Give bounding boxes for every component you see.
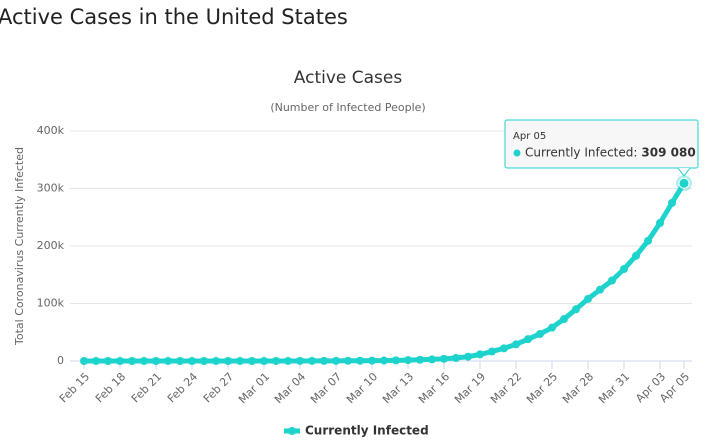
data-point xyxy=(380,356,388,365)
data-point xyxy=(572,305,580,314)
data-point xyxy=(560,315,568,324)
data-point xyxy=(476,350,484,359)
legend-symbol xyxy=(288,427,296,435)
x-tick-label: Feb 21 xyxy=(129,370,164,405)
data-point xyxy=(116,356,124,365)
y-tick-label: 200k xyxy=(37,239,65,252)
tooltip-value: 309 080 xyxy=(641,146,695,160)
x-tick-label: Mar 10 xyxy=(344,370,380,406)
x-tick-label: Mar 28 xyxy=(560,370,596,406)
y-tick-label: 400k xyxy=(37,124,65,137)
y-tick-label: 100k xyxy=(37,297,65,310)
legend-label: Currently Infected xyxy=(305,424,429,438)
data-point xyxy=(488,347,496,356)
data-point xyxy=(536,329,544,338)
data-point xyxy=(248,356,256,365)
data-point xyxy=(272,356,280,365)
x-tick-label: Mar 31 xyxy=(596,370,632,406)
x-tick-label: Feb 27 xyxy=(201,370,236,405)
data-point xyxy=(548,323,556,332)
tooltip-symbol xyxy=(513,149,521,157)
y-tick-label: 300k xyxy=(37,182,65,195)
data-point xyxy=(392,356,400,365)
data-point xyxy=(296,356,304,365)
tooltip-pointer xyxy=(677,167,691,177)
data-point xyxy=(608,276,616,285)
y-tick-label: 0 xyxy=(57,354,64,367)
data-point xyxy=(308,356,316,365)
series-line xyxy=(84,181,687,364)
y-axis-label: Total Coronavirus Currently Infected xyxy=(13,147,26,346)
data-point xyxy=(152,356,160,365)
x-tick-label: Mar 04 xyxy=(272,370,308,406)
data-point xyxy=(344,356,352,365)
x-tick-label: Feb 15 xyxy=(57,370,92,405)
x-tick-label: Feb 18 xyxy=(93,370,128,405)
data-point xyxy=(368,356,376,365)
data-point xyxy=(404,356,412,365)
x-tick-label: Mar 16 xyxy=(416,370,452,406)
data-point xyxy=(512,340,520,349)
data-point xyxy=(284,356,292,365)
tooltip-date: Apr 05 xyxy=(513,131,546,142)
data-point xyxy=(452,354,460,363)
chart-subtitle: (Number of Infected People) xyxy=(270,101,425,114)
data-point xyxy=(164,356,172,365)
data-point xyxy=(356,356,364,365)
page-title: Active Cases in the United States xyxy=(0,5,348,29)
data-point xyxy=(332,356,340,365)
x-tick-label: Feb 24 xyxy=(165,370,200,405)
data-point xyxy=(596,285,604,294)
data-point xyxy=(224,356,232,365)
data-point xyxy=(668,198,676,207)
tooltip-box xyxy=(504,119,699,169)
data-point xyxy=(92,356,100,365)
data-point xyxy=(428,355,436,364)
tooltip-label: Currently Infected: xyxy=(525,146,637,160)
data-point xyxy=(80,356,88,365)
data-point xyxy=(188,356,196,365)
x-tick-label: Mar 22 xyxy=(488,370,524,406)
data-point xyxy=(524,335,532,344)
data-point xyxy=(104,356,112,365)
data-point xyxy=(584,294,592,303)
data-point xyxy=(176,356,184,365)
chart-title: Active Cases xyxy=(294,68,403,88)
data-point xyxy=(644,236,652,245)
data-point xyxy=(260,356,268,365)
data-point xyxy=(620,265,628,273)
data-point xyxy=(656,219,664,227)
data-point xyxy=(212,356,220,365)
x-tick-label: Mar 19 xyxy=(452,370,488,406)
data-point xyxy=(440,354,448,363)
data-point xyxy=(320,356,328,365)
data-point xyxy=(128,356,136,365)
x-tick-label: Mar 01 xyxy=(236,370,272,406)
data-point xyxy=(236,356,244,365)
data-point xyxy=(632,251,640,260)
x-tick-label: Mar 25 xyxy=(524,370,560,406)
data-point xyxy=(200,356,208,365)
data-point xyxy=(464,352,472,361)
hover-point xyxy=(678,177,690,189)
data-point xyxy=(140,356,148,365)
data-point xyxy=(416,355,424,364)
x-tick-label: Mar 07 xyxy=(308,370,344,406)
x-tick-label: Mar 13 xyxy=(380,370,416,406)
data-point xyxy=(500,344,508,353)
